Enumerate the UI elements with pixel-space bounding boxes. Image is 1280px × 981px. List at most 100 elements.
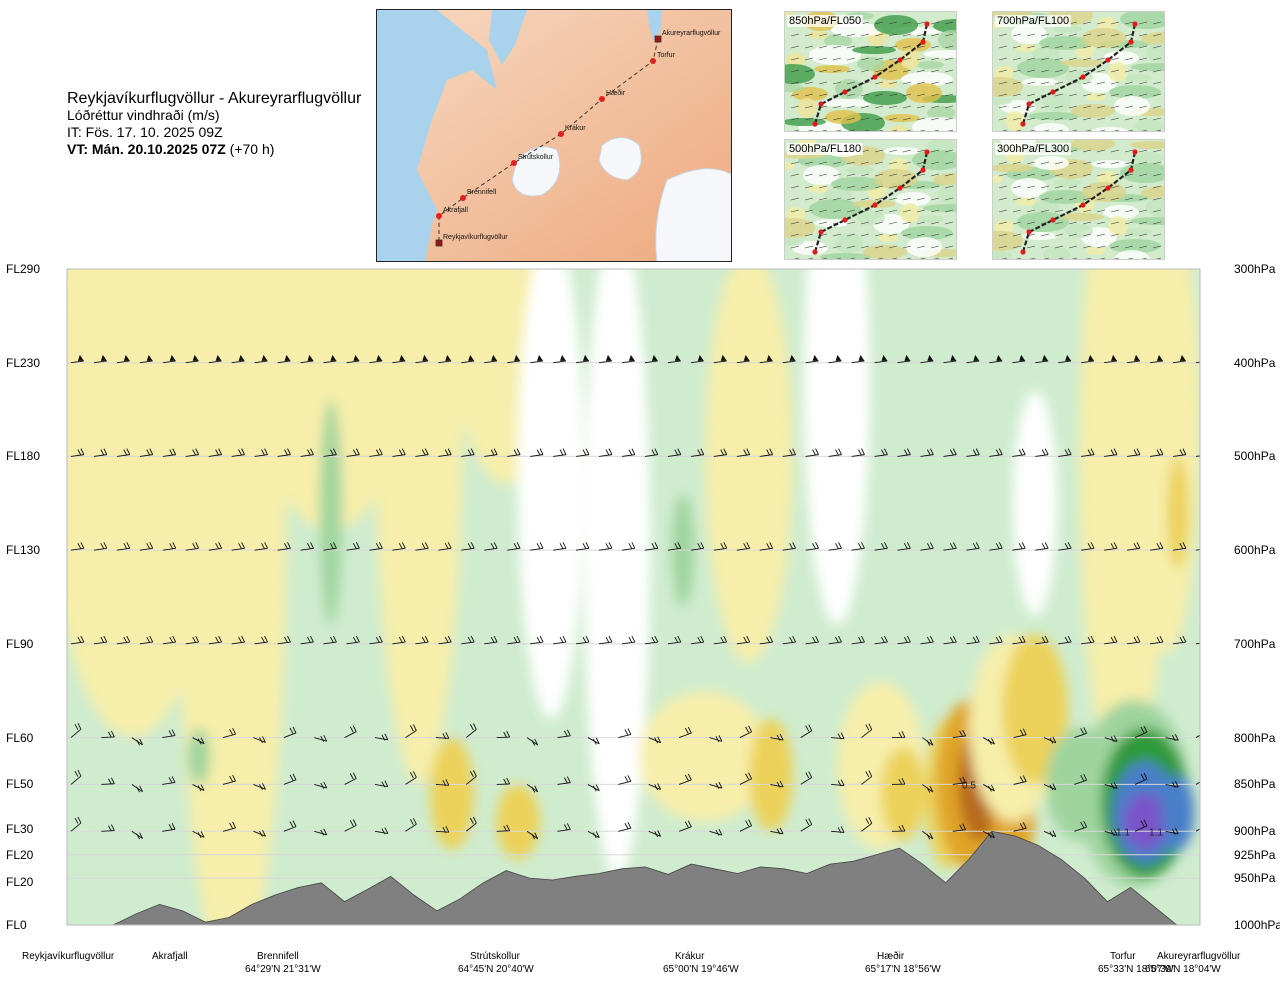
wind-barb	[667, 354, 681, 364]
wind-barb	[208, 542, 223, 551]
level-map-500[interactable]: 500hPa/FL180	[784, 139, 957, 260]
level-map-barb	[1110, 173, 1120, 177]
waypoint-marker	[436, 213, 442, 219]
wind-barb	[1012, 354, 1026, 364]
wind-barb	[277, 354, 291, 364]
wind-barb	[484, 354, 498, 364]
level-map-barb	[832, 33, 842, 37]
level-map-barb	[1096, 221, 1106, 225]
wind-barb	[739, 772, 753, 785]
level-map-barb	[1138, 57, 1148, 61]
wind-barb	[192, 830, 205, 839]
level-map-barb	[933, 257, 940, 259]
wind-barb	[116, 269, 121, 270]
wind-barb	[943, 542, 957, 551]
wind-barb	[253, 783, 266, 791]
wind-barb	[392, 448, 406, 457]
level-map-barb	[1068, 45, 1078, 49]
wind-barb	[759, 269, 764, 270]
level-map-barb	[1026, 81, 1036, 85]
wind-barb	[644, 542, 659, 551]
level-map-barb	[888, 161, 898, 165]
wind-barb	[415, 354, 429, 364]
wind-barb	[713, 635, 728, 645]
level-map-barb	[832, 161, 842, 165]
level-map-barb	[944, 221, 954, 225]
level-map-field	[824, 34, 852, 48]
level-map-barb	[1138, 185, 1148, 189]
level-map-barb	[998, 185, 1008, 189]
level-map-barb	[916, 45, 926, 49]
level-map-700[interactable]: 700hPa/FL100	[992, 11, 1165, 132]
wind-barb	[530, 542, 544, 551]
wind-barb	[346, 542, 360, 551]
wind-barb	[374, 780, 389, 788]
level-map-waypoint	[1050, 89, 1056, 95]
level-map-barb	[1124, 81, 1134, 85]
route-point-name: Brennifell	[257, 951, 299, 962]
wind-barb	[1058, 635, 1072, 645]
wind-barb	[644, 448, 659, 457]
valid-time-bold: VT: Mán. 20.10.2025 07Z	[67, 141, 226, 157]
level-map-barb	[874, 105, 884, 109]
level-map-field	[786, 207, 806, 221]
route-map[interactable]: Akureyrarflugvöllur Torfur Hæðir Krákur Strú…	[376, 9, 732, 262]
level-map-barb	[832, 69, 842, 73]
level-map-barb	[1082, 69, 1092, 73]
level-map-barb	[818, 221, 828, 225]
level-map-waypoint	[1132, 21, 1138, 27]
level-map-barb	[849, 129, 856, 131]
level-map-barb	[1124, 173, 1134, 177]
wind-barb	[621, 542, 636, 551]
wind-barb	[678, 820, 692, 832]
level-map-barb	[1026, 209, 1036, 213]
wind-barb	[897, 448, 911, 457]
level-map-barb	[944, 117, 954, 121]
wind-barb	[897, 269, 901, 270]
sea-west	[377, 10, 497, 261]
level-map-barb	[1012, 93, 1022, 97]
pressure-level-label: 850hPa	[1234, 777, 1276, 792]
level-map-field	[874, 15, 918, 35]
level-map-barb	[1110, 69, 1120, 73]
wind-barb	[254, 448, 268, 457]
level-map-barb	[998, 161, 1008, 165]
wind-barb	[576, 542, 590, 551]
level-map-barb	[1124, 105, 1134, 109]
pressure-level-label: 300hPa	[1234, 262, 1276, 276]
level-map-field	[1005, 111, 1025, 131]
level-map-barb	[1012, 105, 1022, 109]
wind-barb	[667, 635, 682, 645]
level-map-barb	[860, 197, 870, 201]
level-map-barb	[1138, 33, 1148, 37]
level-map-barb	[888, 221, 898, 225]
wind-barb	[346, 448, 360, 457]
flight-level-label: FL20	[6, 875, 34, 890]
wind-barb	[831, 779, 845, 787]
level-map-barb	[1071, 257, 1078, 259]
wind-barb	[1013, 728, 1027, 739]
wind-barb	[1195, 781, 1200, 785]
level-map-barb	[902, 245, 912, 249]
wind-barb	[966, 269, 970, 270]
wind-barb	[587, 830, 600, 839]
level-map-barb	[1040, 233, 1050, 237]
level-map-barb	[790, 233, 800, 237]
level-map-barb	[804, 69, 814, 73]
wind-barb	[438, 269, 442, 270]
wind-barb	[851, 354, 865, 364]
wind-barb	[891, 778, 906, 785]
issue-time: IT: Fös. 17. 10. 2025 09Z	[67, 124, 223, 140]
wind-barb	[1127, 635, 1141, 645]
wind-barb	[920, 635, 934, 645]
level-map-850[interactable]: 850hPa/FL050	[784, 11, 957, 132]
level-map-barb	[793, 129, 800, 131]
level-map-barb	[1054, 45, 1064, 49]
level-map-barb	[930, 57, 940, 61]
wind-barb	[553, 542, 567, 551]
level-map-barb	[790, 197, 800, 201]
wind-barb	[323, 354, 337, 364]
level-map-300[interactable]: 300hPa/FL300	[992, 139, 1165, 260]
level-map-barb	[818, 185, 828, 189]
wind-barb	[392, 635, 406, 645]
